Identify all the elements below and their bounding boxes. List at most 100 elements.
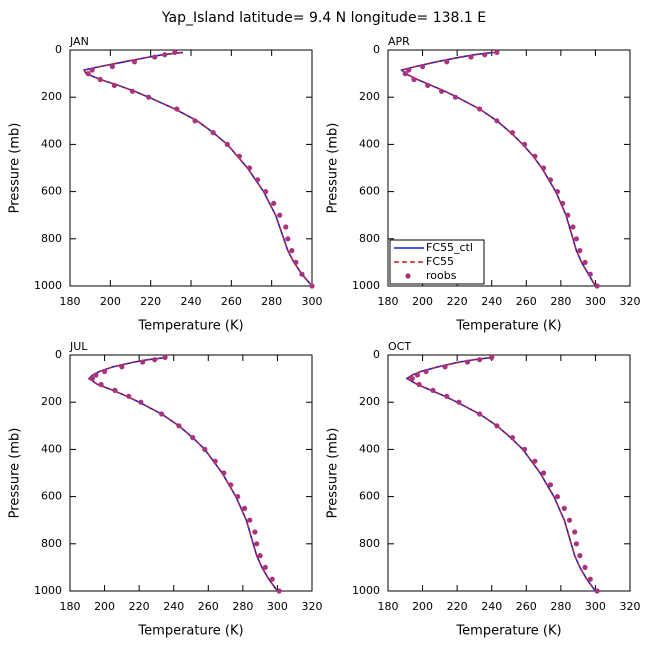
- obs-point: [271, 200, 277, 206]
- obs-point: [224, 141, 230, 147]
- obs-point: [587, 271, 593, 277]
- plot-frame: [387, 49, 631, 287]
- obs-point: [482, 52, 488, 58]
- obs-point: [109, 63, 115, 70]
- y-tick-label: 600: [359, 490, 380, 503]
- obs-point: [97, 76, 103, 83]
- x-tick-label: 240: [181, 295, 202, 308]
- obs-point: [582, 259, 588, 265]
- x-tick-label: 300: [302, 295, 323, 308]
- obs-point: [477, 357, 483, 363]
- obs-point: [283, 224, 289, 230]
- x-tick-label: 260: [516, 295, 537, 308]
- obs-point: [566, 517, 573, 523]
- obs-point: [263, 189, 269, 195]
- x-tick-label: 320: [302, 600, 323, 613]
- y-tick-label: 400: [359, 137, 380, 150]
- obs-point: [241, 505, 248, 511]
- x-tick-label: 180: [60, 600, 81, 613]
- obs-point: [572, 529, 578, 535]
- panel-title: JAN: [69, 35, 89, 48]
- obs-point: [402, 71, 408, 77]
- obs-point: [247, 517, 253, 523]
- y-tick-label: 0: [373, 43, 380, 56]
- y-tick-label: 200: [359, 395, 380, 408]
- obs-point: [101, 368, 108, 375]
- obs-point: [257, 553, 263, 559]
- x-tick-label: 240: [163, 600, 184, 613]
- x-axis-label: Temperature (K): [455, 319, 561, 334]
- obs-point: [409, 376, 415, 382]
- obs-point: [221, 470, 227, 476]
- obs-point: [235, 494, 241, 500]
- y-tick-label: 200: [359, 90, 380, 103]
- obs-point: [176, 423, 182, 429]
- x-tick-label: 240: [481, 600, 502, 613]
- y-tick-label: 1000: [352, 584, 380, 597]
- obs-point: [129, 88, 136, 94]
- obs-point: [406, 67, 412, 73]
- x-tick-label: 220: [447, 600, 468, 613]
- obs-point: [452, 94, 459, 100]
- obs-point: [202, 446, 208, 452]
- obs-point: [521, 446, 528, 452]
- obs-point: [442, 364, 448, 370]
- x-tick-label: 280: [261, 295, 282, 308]
- profile-line: [405, 356, 597, 592]
- obs-point: [554, 494, 561, 500]
- x-tick-label: 200: [412, 600, 433, 613]
- obs-point: [192, 118, 198, 124]
- obs-point: [299, 271, 305, 277]
- legend-label: FC55: [426, 255, 454, 268]
- obs-point: [411, 76, 417, 83]
- obs-point: [269, 576, 275, 582]
- y-tick-label: 800: [359, 232, 380, 245]
- x-tick-label: 300: [585, 600, 606, 613]
- obs-point: [430, 387, 436, 393]
- x-tick-label: 200: [412, 295, 433, 308]
- y-tick-label: 0: [55, 43, 62, 56]
- obs-point: [547, 177, 554, 183]
- x-axis-label: Temperature (K): [455, 624, 561, 639]
- legend-label: FC55_ctl: [426, 241, 473, 254]
- obs-point: [152, 357, 158, 363]
- obs-point: [509, 130, 516, 136]
- obs-point: [423, 368, 429, 375]
- y-tick-label: 800: [41, 537, 62, 550]
- obs-point: [547, 482, 554, 488]
- y-tick-label: 1000: [34, 584, 62, 597]
- x-tick-label: 220: [129, 600, 150, 613]
- obs-point: [276, 588, 282, 594]
- obs-point: [210, 130, 216, 136]
- obs-point: [131, 59, 138, 65]
- x-tick-label: 300: [585, 295, 606, 308]
- obs-point: [285, 236, 291, 242]
- obs-point: [577, 553, 583, 559]
- x-tick-label: 280: [232, 600, 253, 613]
- obs-point: [464, 359, 471, 365]
- obs-point: [509, 435, 516, 441]
- panel-title: OCT: [388, 340, 411, 353]
- x-axis-label: Temperature (K): [137, 624, 243, 639]
- obs-point: [494, 423, 500, 429]
- obs-point: [468, 54, 474, 60]
- obs-point: [573, 236, 580, 242]
- obs-point: [162, 354, 168, 360]
- x-axis-label: Temperature (K): [137, 319, 243, 334]
- obs-point: [561, 505, 567, 511]
- y-tick-label: 800: [359, 537, 380, 550]
- x-tick-label: 180: [60, 295, 81, 308]
- obs-point: [236, 153, 242, 159]
- obs-point: [98, 381, 104, 388]
- y-tick-label: 200: [41, 395, 62, 408]
- obs-point: [152, 54, 158, 60]
- obs-point: [540, 470, 547, 476]
- obs-point: [416, 381, 422, 388]
- obs-point: [554, 189, 561, 195]
- y-tick-label: 400: [41, 442, 62, 455]
- x-tick-label: 220: [447, 295, 468, 308]
- x-tick-label: 320: [620, 600, 641, 613]
- y-tick-label: 1000: [34, 279, 62, 292]
